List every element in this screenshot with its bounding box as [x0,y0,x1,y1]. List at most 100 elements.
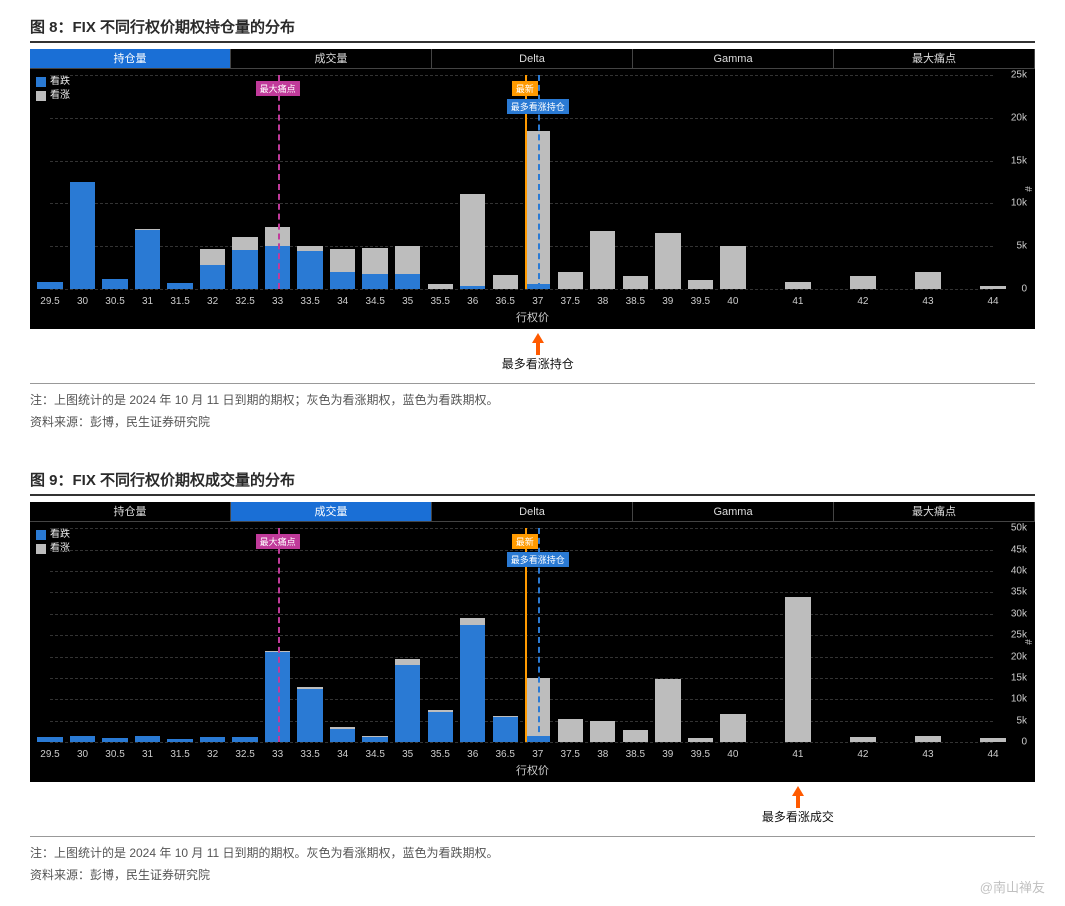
bar [785,75,810,289]
xtick: 36.5 [496,296,515,307]
bar [915,75,940,289]
bar [915,528,940,742]
vline-label: 最新 [512,534,538,549]
xtick: 33 [272,749,283,760]
vline-label: 最多看涨持仓 [507,552,569,567]
chart-9-tabs: 持仓量成交量DeltaGamma最大痛点 [30,502,1035,522]
xtick: 31 [142,749,153,760]
xtick: 35 [402,749,413,760]
bar [232,75,257,289]
xtick: 41 [792,749,803,760]
bar [623,75,648,289]
chart-8-tabs: 持仓量成交量DeltaGamma最大痛点 [30,49,1035,69]
bar [297,75,322,289]
bar [720,75,745,289]
bar [428,75,453,289]
figure-8-title: 图 8：FIX 不同行权价期权持仓量的分布 [30,10,1035,43]
bar [590,75,615,289]
chart-8: 持仓量成交量DeltaGamma最大痛点 看跌 看涨 最大痛点最新最多看涨持仓 … [30,49,1035,329]
bar [655,528,680,742]
xtick: 29.5 [40,749,59,760]
xtick: 37.5 [561,749,580,760]
xtick: 32 [207,296,218,307]
xtick: 38 [597,749,608,760]
tab-Delta[interactable]: Delta [432,49,633,68]
chart-9-yunit: # [1022,639,1033,645]
chart-9-xaxis: 29.53030.53131.53232.53333.53434.53535.5… [50,744,993,760]
xtick: 33.5 [300,296,319,307]
ytick: 0 [1021,737,1027,748]
xtick: 36 [467,296,478,307]
ytick: 35k [1011,587,1027,598]
ytick: 5k [1016,715,1027,726]
xtick: 36.5 [496,749,515,760]
xtick: 34.5 [365,749,384,760]
bar [362,75,387,289]
xtick: 30 [77,749,88,760]
xtick: 31.5 [170,296,189,307]
chart-8-xlabel: 行权价 [516,309,549,325]
bar [200,528,225,742]
ytick: 5k [1016,241,1027,252]
xtick: 39 [662,296,673,307]
ytick: 45k [1011,544,1027,555]
xtick: 33.5 [300,749,319,760]
xtick: 32.5 [235,296,254,307]
tab-Gamma[interactable]: Gamma [633,49,834,68]
ytick: 40k [1011,566,1027,577]
xtick: 30.5 [105,749,124,760]
xtick: 38.5 [626,749,645,760]
tab-持仓量[interactable]: 持仓量 [30,49,231,68]
arrow-label: 最多看涨成交 [762,808,834,825]
xtick: 44 [987,749,998,760]
tab-持仓量[interactable]: 持仓量 [30,502,231,521]
chart-9-xlabel: 行权价 [516,762,549,778]
tab-Delta[interactable]: Delta [432,502,633,521]
bar [37,528,62,742]
bar [102,75,127,289]
vline-label: 最新 [512,81,538,96]
bar [688,528,713,742]
chart-8-xaxis: 29.53030.53131.53232.53333.53434.53535.5… [50,291,993,307]
tab-最大痛点[interactable]: 最大痛点 [834,502,1035,521]
bar [688,75,713,289]
xtick: 32 [207,749,218,760]
ytick: 20k [1011,112,1027,123]
tab-Gamma[interactable]: Gamma [633,502,834,521]
xtick: 34.5 [365,296,384,307]
arrow-up-icon [530,333,546,355]
ytick: 15k [1011,673,1027,684]
tab-最大痛点[interactable]: 最大痛点 [834,49,1035,68]
figure-8-note2: 资料来源：彭博，民生证券研究院 [30,412,1035,434]
ytick: 15k [1011,155,1027,166]
xtick: 29.5 [40,296,59,307]
xtick: 35.5 [430,749,449,760]
bar [200,75,225,289]
ytick: 0 [1021,284,1027,295]
figure-9-note2: 资料来源：彭博，民生证券研究院 [30,865,1035,887]
xtick: 30 [77,296,88,307]
bar [395,75,420,289]
xtick: 44 [987,296,998,307]
bar [623,528,648,742]
chart-8-yunit: # [1022,186,1033,192]
chart-9-plot: 最大痛点最新最多看涨持仓 [50,528,993,742]
bar [167,528,192,742]
xtick: 43 [922,749,933,760]
tab-成交量[interactable]: 成交量 [231,49,432,68]
bar [850,75,875,289]
xtick: 43 [922,296,933,307]
bar [135,528,160,742]
ytick: 10k [1011,198,1027,209]
figure-8-note1: 注：上图统计的是 2024 年 10 月 11 日到期的期权；灰色为看涨期权，蓝… [30,390,1035,412]
xtick: 40 [727,296,738,307]
bar [135,75,160,289]
bar [460,528,485,742]
tab-成交量[interactable]: 成交量 [231,502,432,521]
arrow-up-icon [790,786,806,808]
xtick: 38 [597,296,608,307]
xtick: 39 [662,749,673,760]
xtick: 39.5 [691,749,710,760]
xtick: 37 [532,296,543,307]
xtick: 42 [857,296,868,307]
